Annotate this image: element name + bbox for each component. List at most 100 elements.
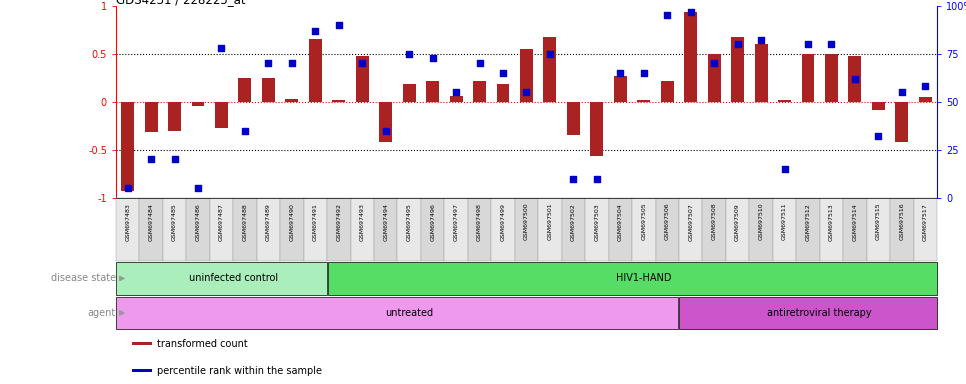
Text: GSM697493: GSM697493: [359, 203, 365, 241]
Text: GSM697484: GSM697484: [149, 203, 154, 241]
Bar: [168, 102, 181, 131]
FancyBboxPatch shape: [116, 262, 327, 295]
Bar: [914, 198, 937, 261]
Bar: [239, 78, 251, 102]
Text: GSM697516: GSM697516: [899, 203, 904, 240]
Text: GSM697510: GSM697510: [758, 203, 763, 240]
Bar: [355, 56, 369, 102]
Point: [496, 70, 511, 76]
Bar: [684, 13, 697, 102]
Bar: [754, 44, 768, 102]
Bar: [380, 102, 392, 142]
Point: [213, 45, 229, 51]
Bar: [285, 99, 298, 102]
Bar: [585, 198, 609, 261]
Point: [660, 12, 675, 18]
Bar: [895, 102, 908, 142]
Point: [378, 127, 393, 134]
Bar: [497, 84, 509, 102]
Text: GSM697503: GSM697503: [594, 203, 599, 241]
Bar: [139, 198, 163, 261]
Bar: [867, 198, 890, 261]
Text: GSM697487: GSM697487: [219, 203, 224, 241]
Point: [824, 41, 839, 47]
Text: GSM697486: GSM697486: [195, 203, 201, 241]
Point: [777, 166, 792, 172]
Text: GSM697497: GSM697497: [454, 203, 459, 241]
Bar: [327, 198, 351, 261]
Bar: [773, 198, 796, 261]
Point: [847, 76, 863, 82]
Bar: [132, 369, 152, 372]
Bar: [843, 198, 867, 261]
Bar: [257, 198, 280, 261]
Bar: [778, 100, 791, 102]
Point: [143, 156, 158, 162]
Text: GSM697488: GSM697488: [242, 203, 247, 241]
Bar: [374, 198, 397, 261]
Point: [261, 60, 276, 66]
Bar: [426, 81, 440, 102]
Point: [589, 175, 605, 182]
Bar: [520, 49, 533, 102]
Bar: [449, 96, 463, 102]
Bar: [492, 198, 515, 261]
Bar: [848, 56, 862, 102]
Text: GSM697511: GSM697511: [782, 203, 787, 240]
Text: percentile rank within the sample: percentile rank within the sample: [157, 366, 322, 376]
Bar: [679, 198, 702, 261]
Bar: [731, 38, 744, 102]
Text: disease state: disease state: [51, 273, 116, 283]
Text: GSM697489: GSM697489: [266, 203, 270, 241]
Bar: [590, 102, 604, 157]
Text: GSM697509: GSM697509: [735, 203, 740, 241]
Point: [918, 83, 933, 89]
Text: GDS4231 / 228225_at: GDS4231 / 228225_at: [116, 0, 245, 6]
Bar: [309, 40, 322, 102]
Bar: [544, 38, 556, 102]
Point: [167, 156, 183, 162]
Text: GSM697507: GSM697507: [688, 203, 694, 241]
Text: GSM697491: GSM697491: [313, 203, 318, 241]
Bar: [567, 102, 580, 136]
Bar: [515, 198, 538, 261]
Bar: [351, 198, 374, 261]
Bar: [919, 97, 932, 102]
Point: [425, 55, 440, 61]
Text: GSM697502: GSM697502: [571, 203, 576, 241]
Text: GSM697495: GSM697495: [407, 203, 412, 241]
Bar: [702, 198, 725, 261]
FancyBboxPatch shape: [679, 297, 937, 329]
Text: HIV1-HAND: HIV1-HAND: [616, 273, 671, 283]
Bar: [163, 198, 186, 261]
Bar: [262, 78, 275, 102]
Point: [448, 89, 464, 95]
Bar: [215, 102, 228, 127]
Text: GSM697499: GSM697499: [500, 203, 505, 241]
Bar: [890, 198, 914, 261]
Bar: [638, 100, 650, 102]
Text: GSM697485: GSM697485: [172, 203, 177, 241]
Point: [706, 60, 722, 66]
Point: [402, 51, 417, 57]
Bar: [802, 54, 814, 102]
Point: [800, 41, 815, 47]
Bar: [303, 198, 327, 261]
Bar: [444, 198, 468, 261]
Text: uninfected control: uninfected control: [188, 273, 278, 283]
FancyBboxPatch shape: [116, 297, 678, 329]
Bar: [656, 198, 679, 261]
Point: [120, 185, 135, 191]
Text: GSM697515: GSM697515: [876, 203, 881, 240]
Text: GSM697508: GSM697508: [712, 203, 717, 240]
Text: GSM697483: GSM697483: [126, 203, 130, 241]
FancyBboxPatch shape: [327, 262, 937, 295]
Bar: [233, 198, 257, 261]
Point: [870, 133, 886, 139]
Point: [238, 127, 253, 134]
Text: GSM697494: GSM697494: [384, 203, 388, 241]
Bar: [132, 342, 152, 345]
Point: [355, 60, 370, 66]
Bar: [632, 198, 656, 261]
Bar: [186, 198, 210, 261]
